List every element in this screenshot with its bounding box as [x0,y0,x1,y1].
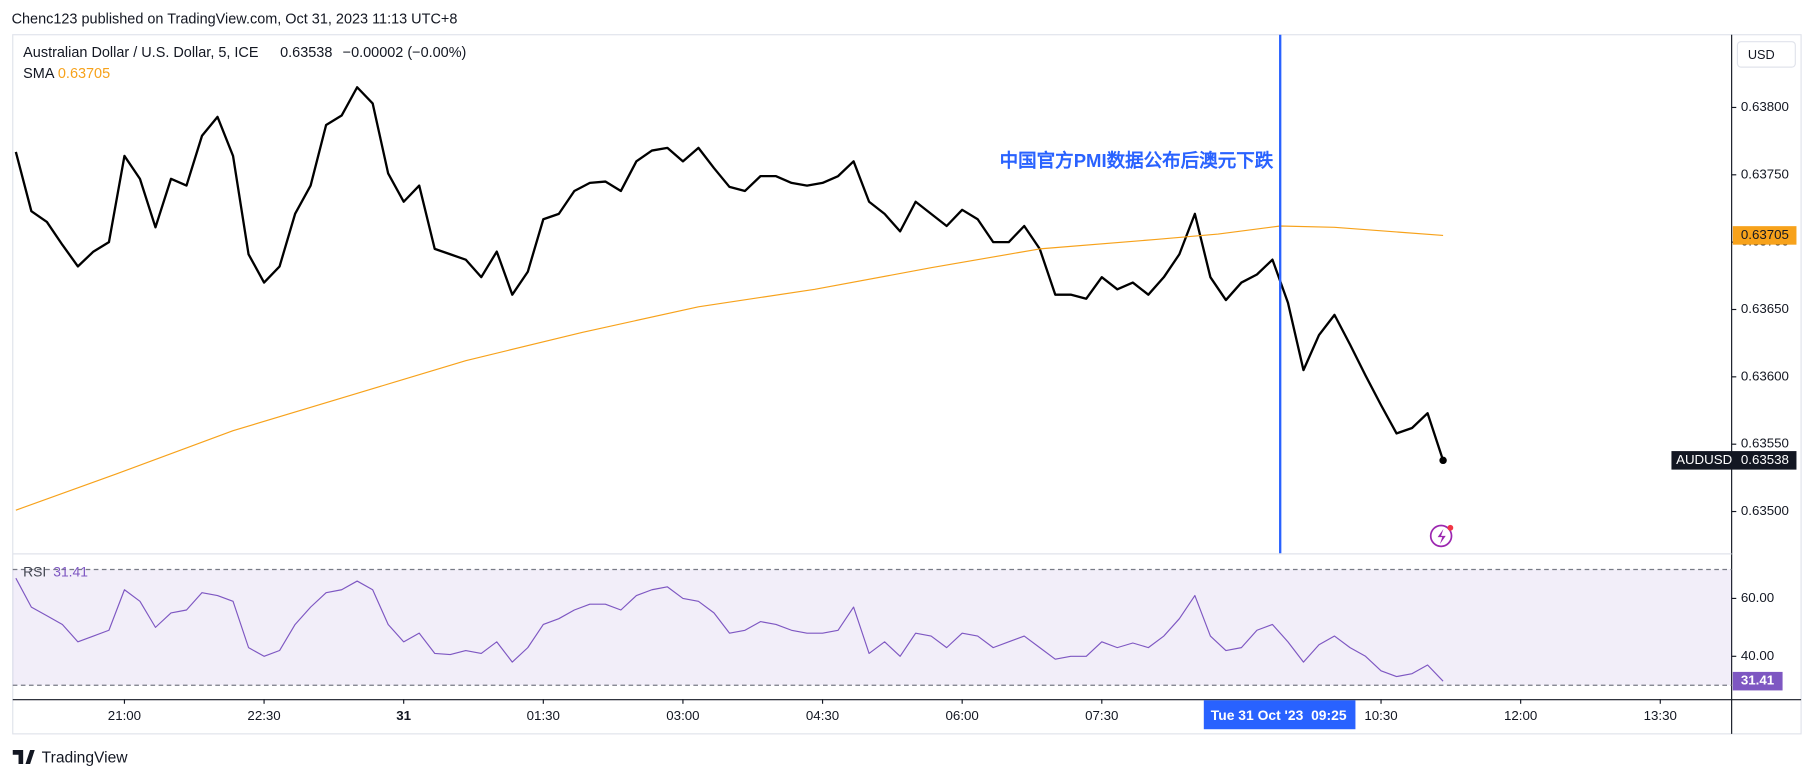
logo: TradingView [12,749,129,766]
y-tick-label: 0.63750 [1741,166,1789,181]
marker-time: 09:25 [1311,707,1347,723]
rsi-legend-value: 31.41 [53,564,88,580]
x-tick-label: 22:30 [247,708,280,723]
frame [12,34,1802,735]
x-tick-label: 04:30 [806,708,839,723]
x-tick-label: 31 [396,708,411,723]
series-line [14,86,1445,461]
rsi-axis-label: 31.41 [1741,673,1775,688]
alert-icon [1429,524,1454,548]
x-tick-label: 07:30 [1085,708,1118,723]
x-tick-label: 12:00 [1504,708,1537,723]
annotation: 中国官方PMI数据公布后澳元下跌 [1000,150,1274,171]
legend-sma-value: 0.63705 [58,66,110,82]
x-tick-label: 21:00 [108,708,141,723]
series-line [15,577,1444,682]
legend-price: 0.63538 [280,45,332,61]
y-tick-label: 40.00 [1741,648,1774,663]
sma-axis-label: 0.63705 [1741,227,1789,242]
y-tick-label: 60.00 [1741,590,1774,605]
x-tick-label: 06:00 [946,708,979,723]
y-tick-label: 0.63650 [1741,301,1789,316]
marker-label-box [1203,700,1356,730]
x-tick-label: 10:30 [1364,708,1397,723]
rsi-band [12,569,1732,686]
legend-change: −0.00002 (−0.00%) [343,45,467,61]
header: Chenc123 published on TradingView.com, O… [12,11,458,27]
series-line [15,225,1444,511]
y-tick-label: 0.63500 [1741,503,1789,518]
rsi-axis-box [1732,671,1783,691]
marker-date: Tue 31 Oct '23 [1211,707,1304,723]
x-tick-label: 13:30 [1644,708,1677,723]
y-tick-label: 0.63600 [1741,368,1789,383]
x-tick-label: 03:00 [666,708,699,723]
price-axis-name: AUDUSD [1676,452,1732,467]
y-tick-label: 0.63550 [1741,436,1789,451]
sma-axis-box [1732,226,1797,245]
y-tick-label: 0.63800 [1741,99,1789,114]
title: Australian Dollar / U.S. Dollar, 5, ICE [23,45,259,61]
x-tick-label: 01:30 [527,708,560,723]
price-axis-box [1671,451,1797,470]
currency-box [1736,41,1796,68]
rsi-title: RSI [23,564,46,580]
legend-sma-name: SMA [23,66,55,82]
currency: USD [1748,47,1775,62]
price-axis-label: 0.63538 [1741,452,1789,467]
last-point [1439,456,1447,465]
footer: TradingView [42,749,129,766]
